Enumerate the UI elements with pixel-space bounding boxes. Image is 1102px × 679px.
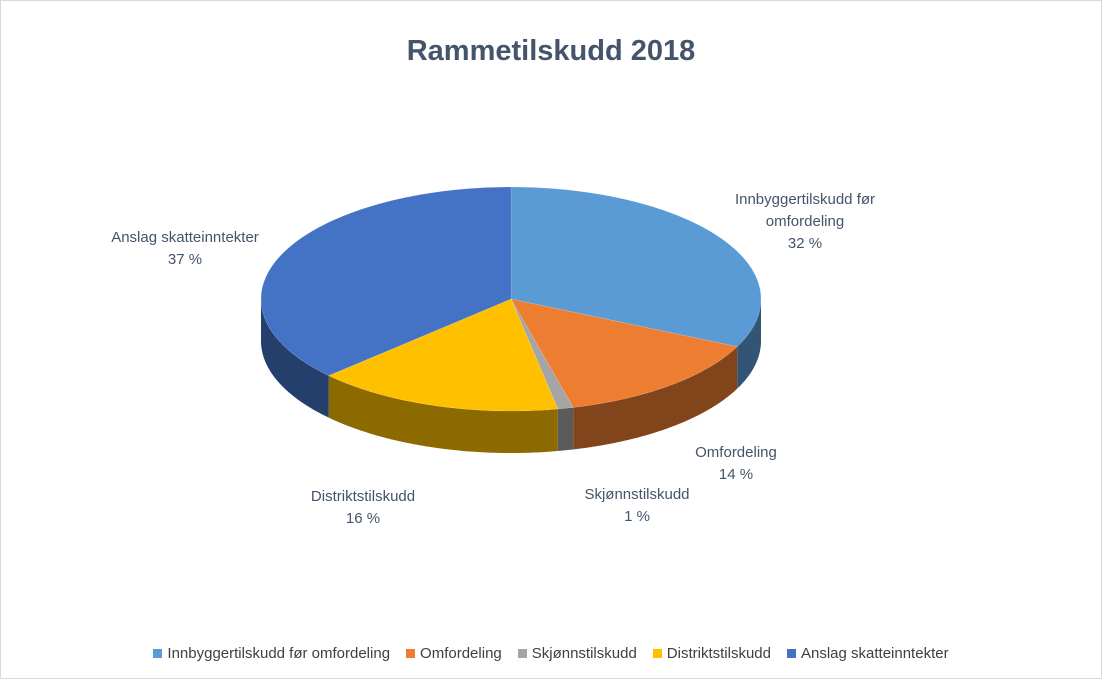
legend-label: Distriktstilskudd [666,645,771,662]
data-label-name: Anslag skatteinntekter [111,229,259,246]
slice-side [261,299,329,418]
slice [510,186,762,347]
data-label-name: Omfordeling [695,444,777,461]
data-label-name: Innbyggertilskudd før omfordeling [734,191,876,230]
data-label-value: 14 % [718,466,754,483]
data-label: Distriktstilskudd 16 % [273,486,453,530]
data-label-name: Distriktstilskudd [310,488,416,505]
slice [328,298,559,412]
legend-item: Skjønnstilskudd [517,645,637,662]
chart-title: Rammetilskudd 2018 [406,35,696,67]
legend-item: Innbyggertilskudd før omfordeling [153,645,390,662]
data-label: Skjønnstilskudd 1 % [557,484,717,528]
slice [510,298,738,408]
legend: Innbyggertilskudd før omfordeling Omforde… [1,645,1101,662]
data-label-value: 16 % [345,510,381,527]
data-label: Anslag skatteinntekter 37 % [75,227,295,271]
slice-side [737,299,761,389]
slice-side [573,346,738,450]
data-label: Omfordeling 14 % [666,442,806,486]
legend-swatch [406,649,416,658]
slice-side [557,407,574,452]
data-label-value: 32 % [787,235,823,252]
legend-label: Anslag skatteinntekter [800,645,949,662]
legend-item: Distriktstilskudd [652,645,771,662]
data-label-value: 1 % [624,508,650,525]
legend-swatch [517,649,527,658]
legend-label: Innbyggertilskudd før omfordeling [167,645,391,662]
legend-swatch [153,649,163,658]
data-label-name: Skjønnstilskudd [584,486,690,503]
legend-swatch [652,649,662,658]
data-label-value: 37 % [167,251,203,268]
legend-label: Omfordeling [420,645,502,662]
slice [260,186,512,376]
legend-item: Anslag skatteinntekter [786,645,949,662]
data-label: Innbyggertilskudd før omfordeling 32 % [715,189,895,255]
legend-item: Omfordeling [406,645,502,662]
slice-side [328,375,558,453]
legend-label: Skjønnstilskudd [531,645,637,662]
legend-swatch [786,649,796,658]
